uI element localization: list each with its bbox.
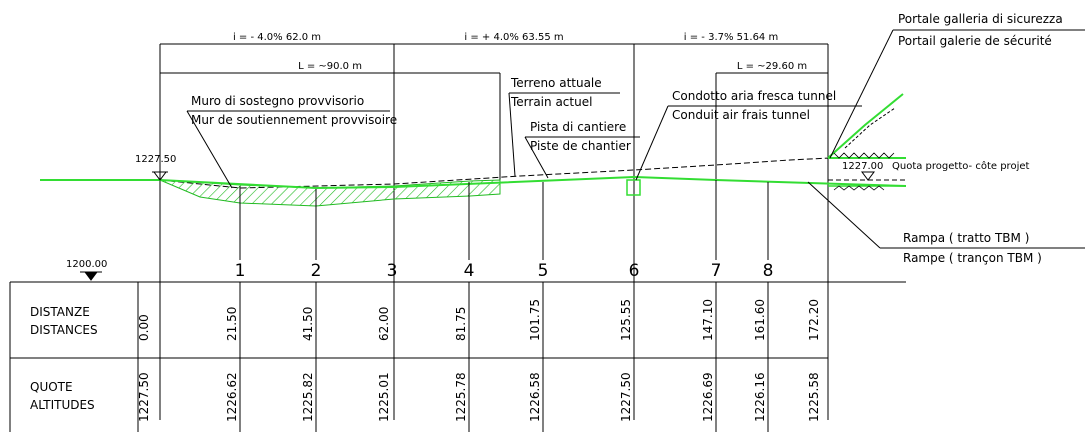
altitude-value-1: 1226.62: [225, 372, 239, 422]
distance-value-4: 81.75: [454, 307, 468, 341]
altitude-value-9: 1225.58: [807, 372, 821, 422]
distance-value-1: 21.50: [225, 307, 239, 341]
track-label-fr: Piste de chantier: [530, 139, 631, 153]
altitude-value-2: 1225.82: [301, 372, 315, 422]
table-values: 0.00 21.50 41.50 62.00 81.75 101.75 125.55 147.…: [137, 299, 821, 422]
altitude-value-6: 1227.50: [619, 372, 633, 422]
dimension-lines: [159, 43, 829, 420]
project-elevation-label: 1227.00: [842, 161, 883, 172]
section-label-3: 3: [387, 261, 398, 281]
section-label-6: 6: [629, 261, 640, 281]
gradient-label-2: i = + 4.0% 63.55 m: [464, 32, 563, 43]
datum-marker: [84, 271, 98, 281]
altitude-value-0: 1227.50: [137, 372, 151, 422]
existing-terrain-line: [159, 157, 831, 189]
gradient-label-3: i = - 3.7% 51.64 m: [684, 32, 778, 43]
altitude-value-7: 1226.69: [701, 372, 715, 422]
altitude-value-8: 1226.16: [753, 372, 767, 422]
datum-label: 1200.00: [66, 259, 107, 270]
terrain-label-it: Terreno attuale: [510, 76, 602, 90]
ramp-label-fr: Rampe ( trançon TBM ): [903, 251, 1042, 265]
altitude-value-3: 1225.01: [377, 372, 391, 422]
section-label-8: 8: [763, 261, 774, 281]
wall-label-fr: Mur de soutiennement provvisoire: [191, 113, 397, 127]
ramp-label-it: Rampa ( tratto TBM ): [903, 231, 1029, 245]
length-label-1: L = ~90.0 m: [298, 61, 362, 72]
wall-label-it: Muro di sostegno provvisorio: [191, 94, 364, 108]
distance-value-5: 101.75: [528, 299, 542, 341]
section-label-5: 5: [538, 261, 549, 281]
row-altitudes-label-it: QUOTE: [30, 380, 73, 394]
distance-value-6: 125.55: [619, 299, 633, 341]
row-distances-label-fr: DISTANCES: [30, 323, 98, 337]
callout-leaders: [186, 29, 1085, 249]
row-distances-label-it: DISTANZE: [30, 305, 90, 319]
row-altitudes-label-fr: ALTITUDES: [30, 398, 95, 412]
portal-embankment: [827, 93, 906, 191]
start-elevation-label: 1227.50: [135, 154, 176, 165]
section-label-1: 1: [235, 261, 246, 281]
altitude-value-5: 1226.58: [528, 372, 542, 422]
project-elevation-caption: Quota progetto- côte projet: [892, 160, 1030, 172]
section-label-7: 7: [711, 261, 722, 281]
portal-label-it: Portale galleria di sicurezza: [898, 12, 1063, 26]
duct-label-it: Condotto aria fresca tunnel: [672, 89, 836, 103]
section-label-2: 2: [311, 261, 322, 281]
distance-value-3: 62.00: [377, 307, 391, 341]
data-table-grid: [9, 281, 906, 432]
altitude-value-4: 1225.78: [454, 372, 468, 422]
portal-label-fr: Portail galerie de sécurité: [898, 34, 1052, 48]
track-label-it: Pista di cantiere: [530, 120, 626, 134]
project-elevation-marker: [861, 171, 875, 181]
length-label-2: L = ~29.60 m: [737, 61, 807, 72]
section-label-4: 4: [464, 261, 475, 281]
distance-value-7: 147.10: [701, 299, 715, 341]
distance-value-0: 0.00: [137, 314, 151, 341]
distance-value-8: 161.60: [753, 299, 767, 341]
duct-label-fr: Conduit air frais tunnel: [672, 108, 810, 122]
terrain-label-fr: Terrain actuel: [510, 95, 592, 109]
gradient-label-1: i = - 4.0% 62.0 m: [233, 32, 321, 43]
distance-value-2: 41.50: [301, 307, 315, 341]
distance-value-9: 172.20: [807, 299, 821, 341]
air-duct-box: [626, 179, 641, 196]
section-lines: [239, 180, 769, 260]
